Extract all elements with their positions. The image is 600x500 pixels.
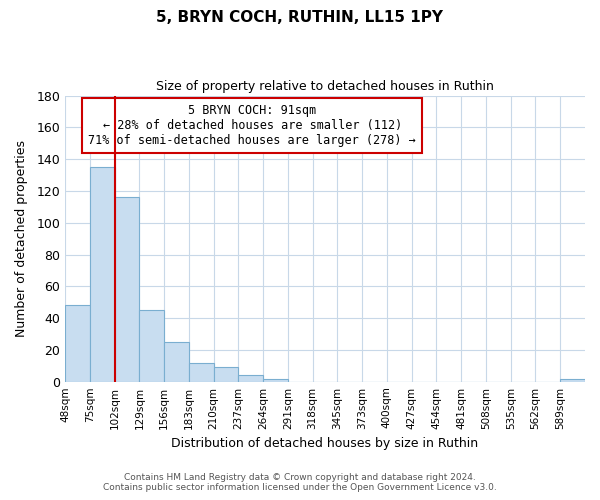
Bar	[238, 376, 263, 382]
Bar	[263, 378, 288, 382]
Bar	[164, 342, 189, 382]
Title: Size of property relative to detached houses in Ruthin: Size of property relative to detached ho…	[156, 80, 494, 93]
Text: Contains HM Land Registry data © Crown copyright and database right 2024.
Contai: Contains HM Land Registry data © Crown c…	[103, 473, 497, 492]
Bar	[214, 368, 238, 382]
Bar	[65, 306, 90, 382]
Bar	[115, 198, 139, 382]
X-axis label: Distribution of detached houses by size in Ruthin: Distribution of detached houses by size …	[172, 437, 479, 450]
Bar	[90, 167, 115, 382]
Y-axis label: Number of detached properties: Number of detached properties	[15, 140, 28, 337]
Bar	[189, 362, 214, 382]
Text: 5, BRYN COCH, RUTHIN, LL15 1PY: 5, BRYN COCH, RUTHIN, LL15 1PY	[157, 10, 443, 25]
Bar	[139, 310, 164, 382]
Text: 5 BRYN COCH: 91sqm
← 28% of detached houses are smaller (112)
71% of semi-detach: 5 BRYN COCH: 91sqm ← 28% of detached hou…	[88, 104, 416, 147]
Bar	[560, 378, 585, 382]
